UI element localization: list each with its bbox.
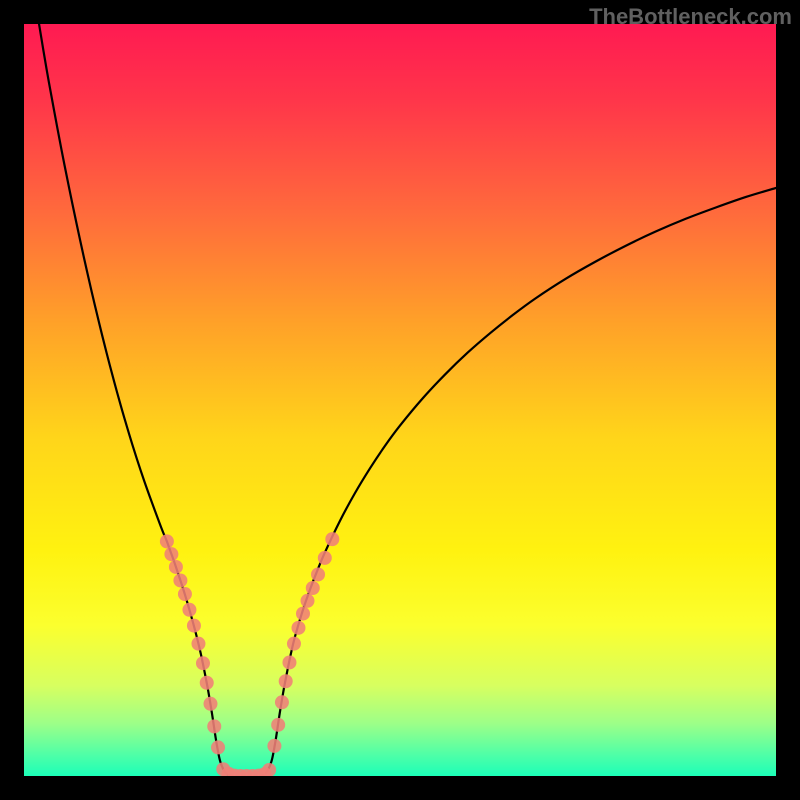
data-dot xyxy=(211,740,225,754)
data-dot xyxy=(296,607,310,621)
watermark-text: TheBottleneck.com xyxy=(589,4,792,30)
data-dot xyxy=(207,719,221,733)
data-dot xyxy=(182,603,196,617)
plot-svg xyxy=(24,24,776,776)
data-dot xyxy=(282,655,296,669)
data-dot xyxy=(267,739,281,753)
data-dot xyxy=(160,534,174,548)
chart-container: TheBottleneck.com xyxy=(0,0,800,800)
data-dot xyxy=(291,621,305,635)
data-dot xyxy=(325,532,339,546)
data-dot xyxy=(306,581,320,595)
data-dot xyxy=(191,637,205,651)
data-dot xyxy=(200,676,214,690)
data-dot xyxy=(169,560,183,574)
data-dot xyxy=(279,674,293,688)
data-dot xyxy=(287,637,301,651)
data-dot xyxy=(196,656,210,670)
gradient-background xyxy=(24,24,776,776)
data-dot xyxy=(301,594,315,608)
data-dot xyxy=(311,567,325,581)
data-dot xyxy=(164,547,178,561)
data-dot xyxy=(318,551,332,565)
data-dot xyxy=(271,718,285,732)
data-dot xyxy=(204,697,218,711)
data-dot xyxy=(187,619,201,633)
data-dot xyxy=(275,695,289,709)
data-dot xyxy=(173,573,187,587)
data-dot xyxy=(178,587,192,601)
